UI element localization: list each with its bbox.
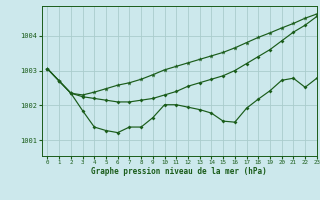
- X-axis label: Graphe pression niveau de la mer (hPa): Graphe pression niveau de la mer (hPa): [91, 167, 267, 176]
